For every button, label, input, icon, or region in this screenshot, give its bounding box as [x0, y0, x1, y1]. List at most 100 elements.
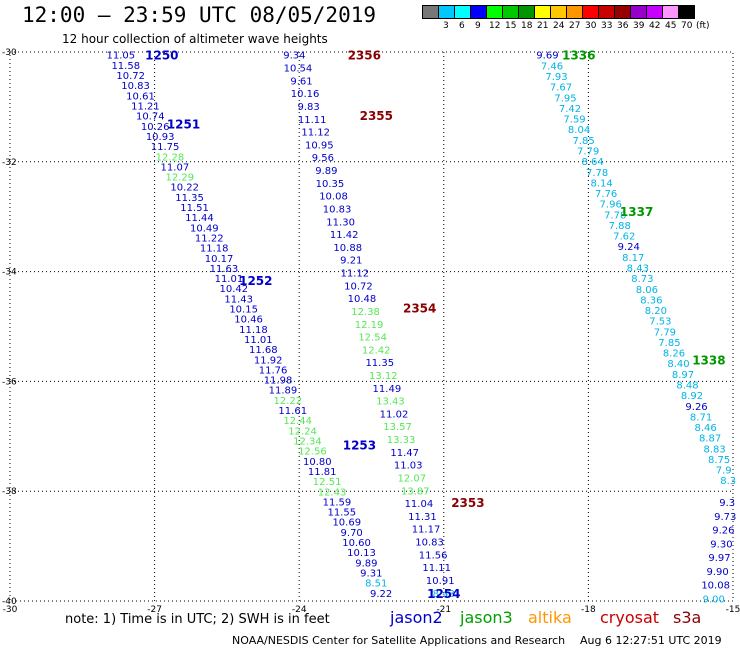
- swh-value: 11.89: [269, 386, 298, 397]
- legend-label: 36: [617, 21, 629, 31]
- legend-label: 3: [443, 21, 449, 31]
- swh-value: 9.73: [714, 512, 736, 523]
- swh-value: 10.80: [303, 457, 332, 468]
- swh-value: 11.61: [278, 406, 307, 417]
- swh-value: 8.40: [667, 359, 689, 370]
- orbit-label: 1338: [692, 353, 725, 367]
- swh-value: 10.91: [426, 576, 455, 587]
- swh-value: 10.72: [344, 281, 373, 292]
- swh-value: 10.15: [229, 305, 258, 316]
- page-title: 12:00 – 23:59 UTC 08/05/2019: [22, 3, 377, 27]
- swh-value: 10.72: [116, 71, 145, 82]
- swh-value: 9.30: [710, 539, 732, 550]
- orbit-label: 1251: [167, 117, 200, 131]
- x-tick-label: -30: [3, 605, 18, 615]
- swh-value: 8.06: [636, 285, 658, 296]
- swh-value: 11.35: [175, 193, 204, 204]
- x-tick-label: -15: [726, 605, 740, 615]
- swh-value: 9.22: [370, 589, 392, 600]
- swh-value: 9.31: [360, 568, 382, 579]
- swh-value: 7.96: [600, 200, 622, 211]
- swh-value: 7.88: [609, 221, 631, 232]
- swh-value: 9.34: [283, 51, 305, 62]
- orbit-label: 1336: [562, 49, 595, 63]
- swh-value: 11.07: [161, 162, 190, 173]
- swh-value: 7.59: [563, 115, 585, 126]
- swh-value: 9.90: [706, 567, 728, 578]
- swh-value: 9.56: [312, 153, 334, 164]
- satellite-altika: altika: [528, 608, 572, 627]
- swh-value: 10.48: [348, 294, 377, 305]
- swh-value: 9.26: [712, 526, 734, 537]
- swh-value: 11.43: [224, 294, 253, 305]
- swh-value: 8.64: [581, 157, 603, 168]
- swh-value: 9.3: [719, 498, 735, 509]
- swh-value: 10.22: [170, 183, 199, 194]
- orbit-label: 1253: [343, 439, 376, 453]
- y-tick-label: -34: [2, 268, 17, 278]
- swh-value: 7.42: [559, 104, 581, 115]
- swh-value: 11.01: [215, 274, 244, 285]
- legend-label: 27: [569, 21, 581, 31]
- swh-value: 8.43: [433, 589, 455, 600]
- note-text: note: 1) Time is in UTC; 2) SWH is in fe…: [65, 612, 330, 627]
- swh-value: 7.78: [586, 168, 608, 179]
- swh-value: 9.89: [355, 558, 377, 569]
- swh-value: 8.14: [591, 178, 613, 189]
- legend-label: 21: [537, 21, 549, 31]
- swh-value: 11.11: [298, 115, 327, 126]
- swh-value: 9.61: [290, 76, 312, 87]
- swh-value: 8.97: [672, 370, 694, 381]
- swh-value: 12.42: [362, 345, 391, 356]
- swh-value: 8.73: [631, 274, 653, 285]
- satellite-cryosat: cryosat: [600, 608, 660, 627]
- swh-value: 11.44: [185, 213, 214, 224]
- swh-value: 11.11: [422, 563, 451, 574]
- swh-value: 8.75: [708, 455, 730, 466]
- footer-timestamp: Aug 6 12:27:51 UTC 2019: [580, 634, 722, 647]
- swh-value: 10.42: [219, 284, 248, 295]
- swh-value: 12.44: [283, 416, 312, 427]
- swh-value: 8.17: [622, 253, 644, 264]
- swh-value: 7.79: [654, 327, 676, 338]
- legend-label: 15: [505, 21, 517, 31]
- swh-value: 11.63: [210, 264, 239, 275]
- y-tick-label: -30: [2, 48, 17, 58]
- swh-value: 7.93: [545, 72, 567, 83]
- swh-value: 11.56: [419, 550, 448, 561]
- swh-value: 12.38: [351, 307, 380, 318]
- swh-value: 7.46: [541, 61, 563, 72]
- swh-value: 12.51: [313, 477, 342, 488]
- swh-value: 11.30: [326, 217, 355, 228]
- swh-value: 7.62: [613, 232, 635, 243]
- swh-value: 9.69: [536, 51, 558, 62]
- swh-value: 9.21: [340, 256, 362, 267]
- y-tick-label: -36: [2, 377, 17, 387]
- swh-value: 9.89: [315, 166, 337, 177]
- swh-value: 8.48: [676, 380, 698, 391]
- swh-value: 11.35: [365, 358, 394, 369]
- swh-value: 10.16: [291, 89, 320, 100]
- swh-value: 11.21: [131, 102, 160, 113]
- swh-value: 12.34: [293, 436, 322, 447]
- swh-value: 11.68: [249, 345, 278, 356]
- legend-label: 30: [585, 21, 597, 31]
- swh-value: 11.58: [111, 61, 140, 72]
- swh-value: 11.12: [341, 269, 370, 280]
- swh-value: 8.92: [681, 391, 703, 402]
- orbit-label: 2353: [451, 496, 484, 510]
- swh-value: 11.05: [107, 51, 136, 62]
- swh-value: 9.83: [297, 102, 319, 113]
- swh-value: 11.01: [244, 335, 273, 346]
- swh-value: 11.17: [412, 525, 441, 536]
- swh-value: 8.51: [365, 579, 387, 590]
- swh-value: 10.83: [121, 81, 150, 92]
- swh-value: 11.22: [195, 233, 224, 244]
- swh-value: 11.75: [151, 142, 180, 153]
- swh-value: 7.95: [554, 93, 576, 104]
- swh-value: 11.31: [408, 512, 437, 523]
- swh-value: 10.35: [316, 179, 345, 190]
- swh-value: 11.42: [330, 230, 359, 241]
- swh-value: 8.04: [568, 125, 590, 136]
- footer-credit: NOAA/NESDIS Center for Satellite Applica…: [232, 634, 566, 647]
